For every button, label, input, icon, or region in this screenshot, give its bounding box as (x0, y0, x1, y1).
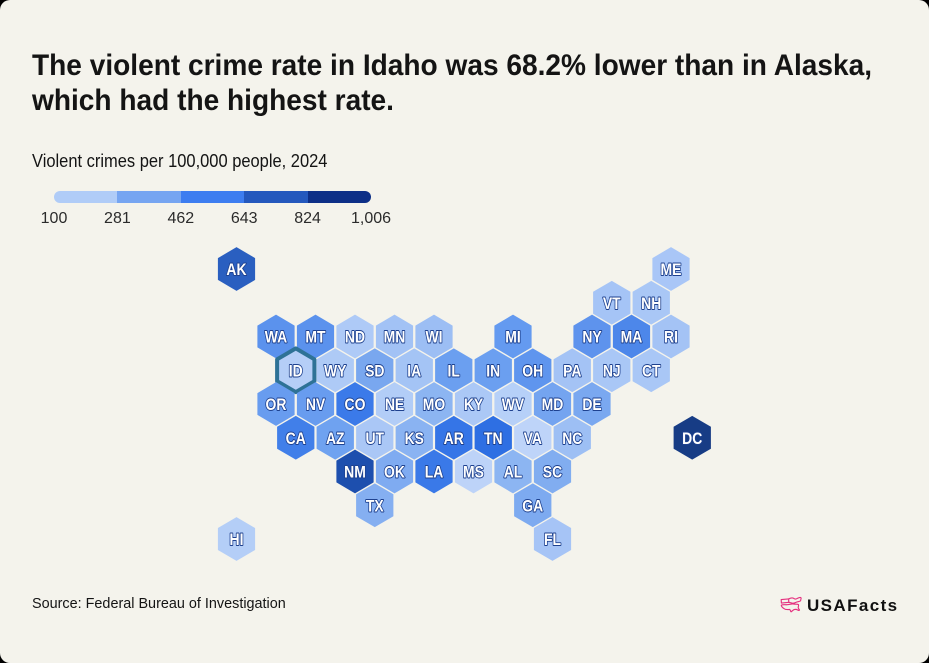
svg-text:VT: VT (603, 295, 621, 314)
svg-text:WV: WV (502, 396, 525, 415)
svg-text:CT: CT (642, 362, 661, 381)
svg-text:NE: NE (385, 396, 404, 415)
svg-text:ID: ID (289, 362, 303, 381)
svg-text:WY: WY (324, 362, 347, 381)
svg-text:DE: DE (582, 396, 601, 415)
svg-text:ME: ME (661, 261, 682, 280)
svg-text:SD: SD (365, 362, 384, 381)
svg-text:ND: ND (345, 328, 365, 347)
svg-text:UT: UT (365, 430, 384, 449)
svg-text:AZ: AZ (326, 430, 345, 449)
svg-text:MT: MT (305, 328, 326, 347)
svg-text:MI: MI (505, 328, 520, 347)
svg-text:WA: WA (265, 328, 287, 347)
svg-text:IL: IL (448, 362, 461, 381)
svg-text:MA: MA (621, 328, 643, 347)
svg-text:NC: NC (562, 430, 582, 449)
svg-text:CA: CA (286, 430, 306, 449)
svg-text:NJ: NJ (603, 362, 621, 381)
svg-text:DC: DC (682, 430, 702, 449)
svg-text:OK: OK (384, 463, 406, 482)
svg-text:KY: KY (464, 396, 484, 415)
svg-text:TN: TN (484, 430, 503, 449)
svg-text:MD: MD (542, 396, 564, 415)
svg-text:KS: KS (405, 430, 424, 449)
svg-text:IN: IN (486, 362, 500, 381)
svg-text:NM: NM (344, 463, 366, 482)
svg-text:HI: HI (230, 531, 244, 550)
svg-text:WI: WI (425, 328, 442, 347)
svg-text:FL: FL (544, 531, 561, 550)
svg-text:AR: AR (444, 430, 464, 449)
svg-text:AL: AL (504, 463, 523, 482)
svg-text:PA: PA (563, 362, 581, 381)
svg-text:LA: LA (425, 463, 444, 482)
svg-text:TX: TX (366, 497, 384, 516)
svg-text:OR: OR (266, 396, 287, 415)
svg-text:MO: MO (423, 396, 445, 415)
svg-text:NY: NY (582, 328, 602, 347)
svg-text:NV: NV (306, 396, 326, 415)
svg-text:IA: IA (407, 362, 421, 381)
svg-text:OH: OH (522, 362, 543, 381)
svg-text:RI: RI (664, 328, 678, 347)
svg-text:CO: CO (345, 396, 366, 415)
svg-text:NH: NH (641, 295, 661, 314)
svg-text:MS: MS (463, 463, 484, 482)
svg-text:MN: MN (384, 328, 406, 347)
svg-text:VA: VA (524, 430, 542, 449)
svg-text:GA: GA (522, 497, 543, 516)
svg-text:AK: AK (226, 261, 247, 280)
svg-text:SC: SC (543, 463, 562, 482)
